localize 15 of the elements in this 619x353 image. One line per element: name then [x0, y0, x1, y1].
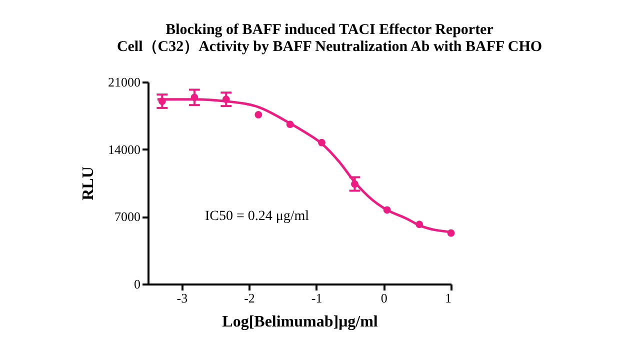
x-tick-label: -2: [244, 290, 255, 306]
x-tick-label: -1: [311, 290, 322, 306]
annotation: IC50 = 0.24 μg/ml: [205, 209, 310, 224]
point: [254, 111, 262, 118]
y-tick-label: 0: [134, 276, 140, 292]
y-tick-label: 21000: [108, 74, 140, 90]
y-tick-label: 7000: [114, 209, 140, 224]
x-tick-label: -3: [176, 290, 188, 306]
x-tick-label: 1: [445, 290, 452, 306]
x-axis-title: Log[Belimumab]μg/ml: [222, 314, 378, 330]
text: Blocking of BAFF induced TACI Effector Reporter: [166, 22, 494, 38]
x-tick-label: 0: [380, 290, 388, 306]
text: Cell（C32）Activity by BAFF Neutralization Ab with BAFF CHO: [116, 39, 542, 55]
y-axis-title: RLU: [80, 166, 97, 200]
y-tick-label: 14000: [108, 142, 140, 157]
